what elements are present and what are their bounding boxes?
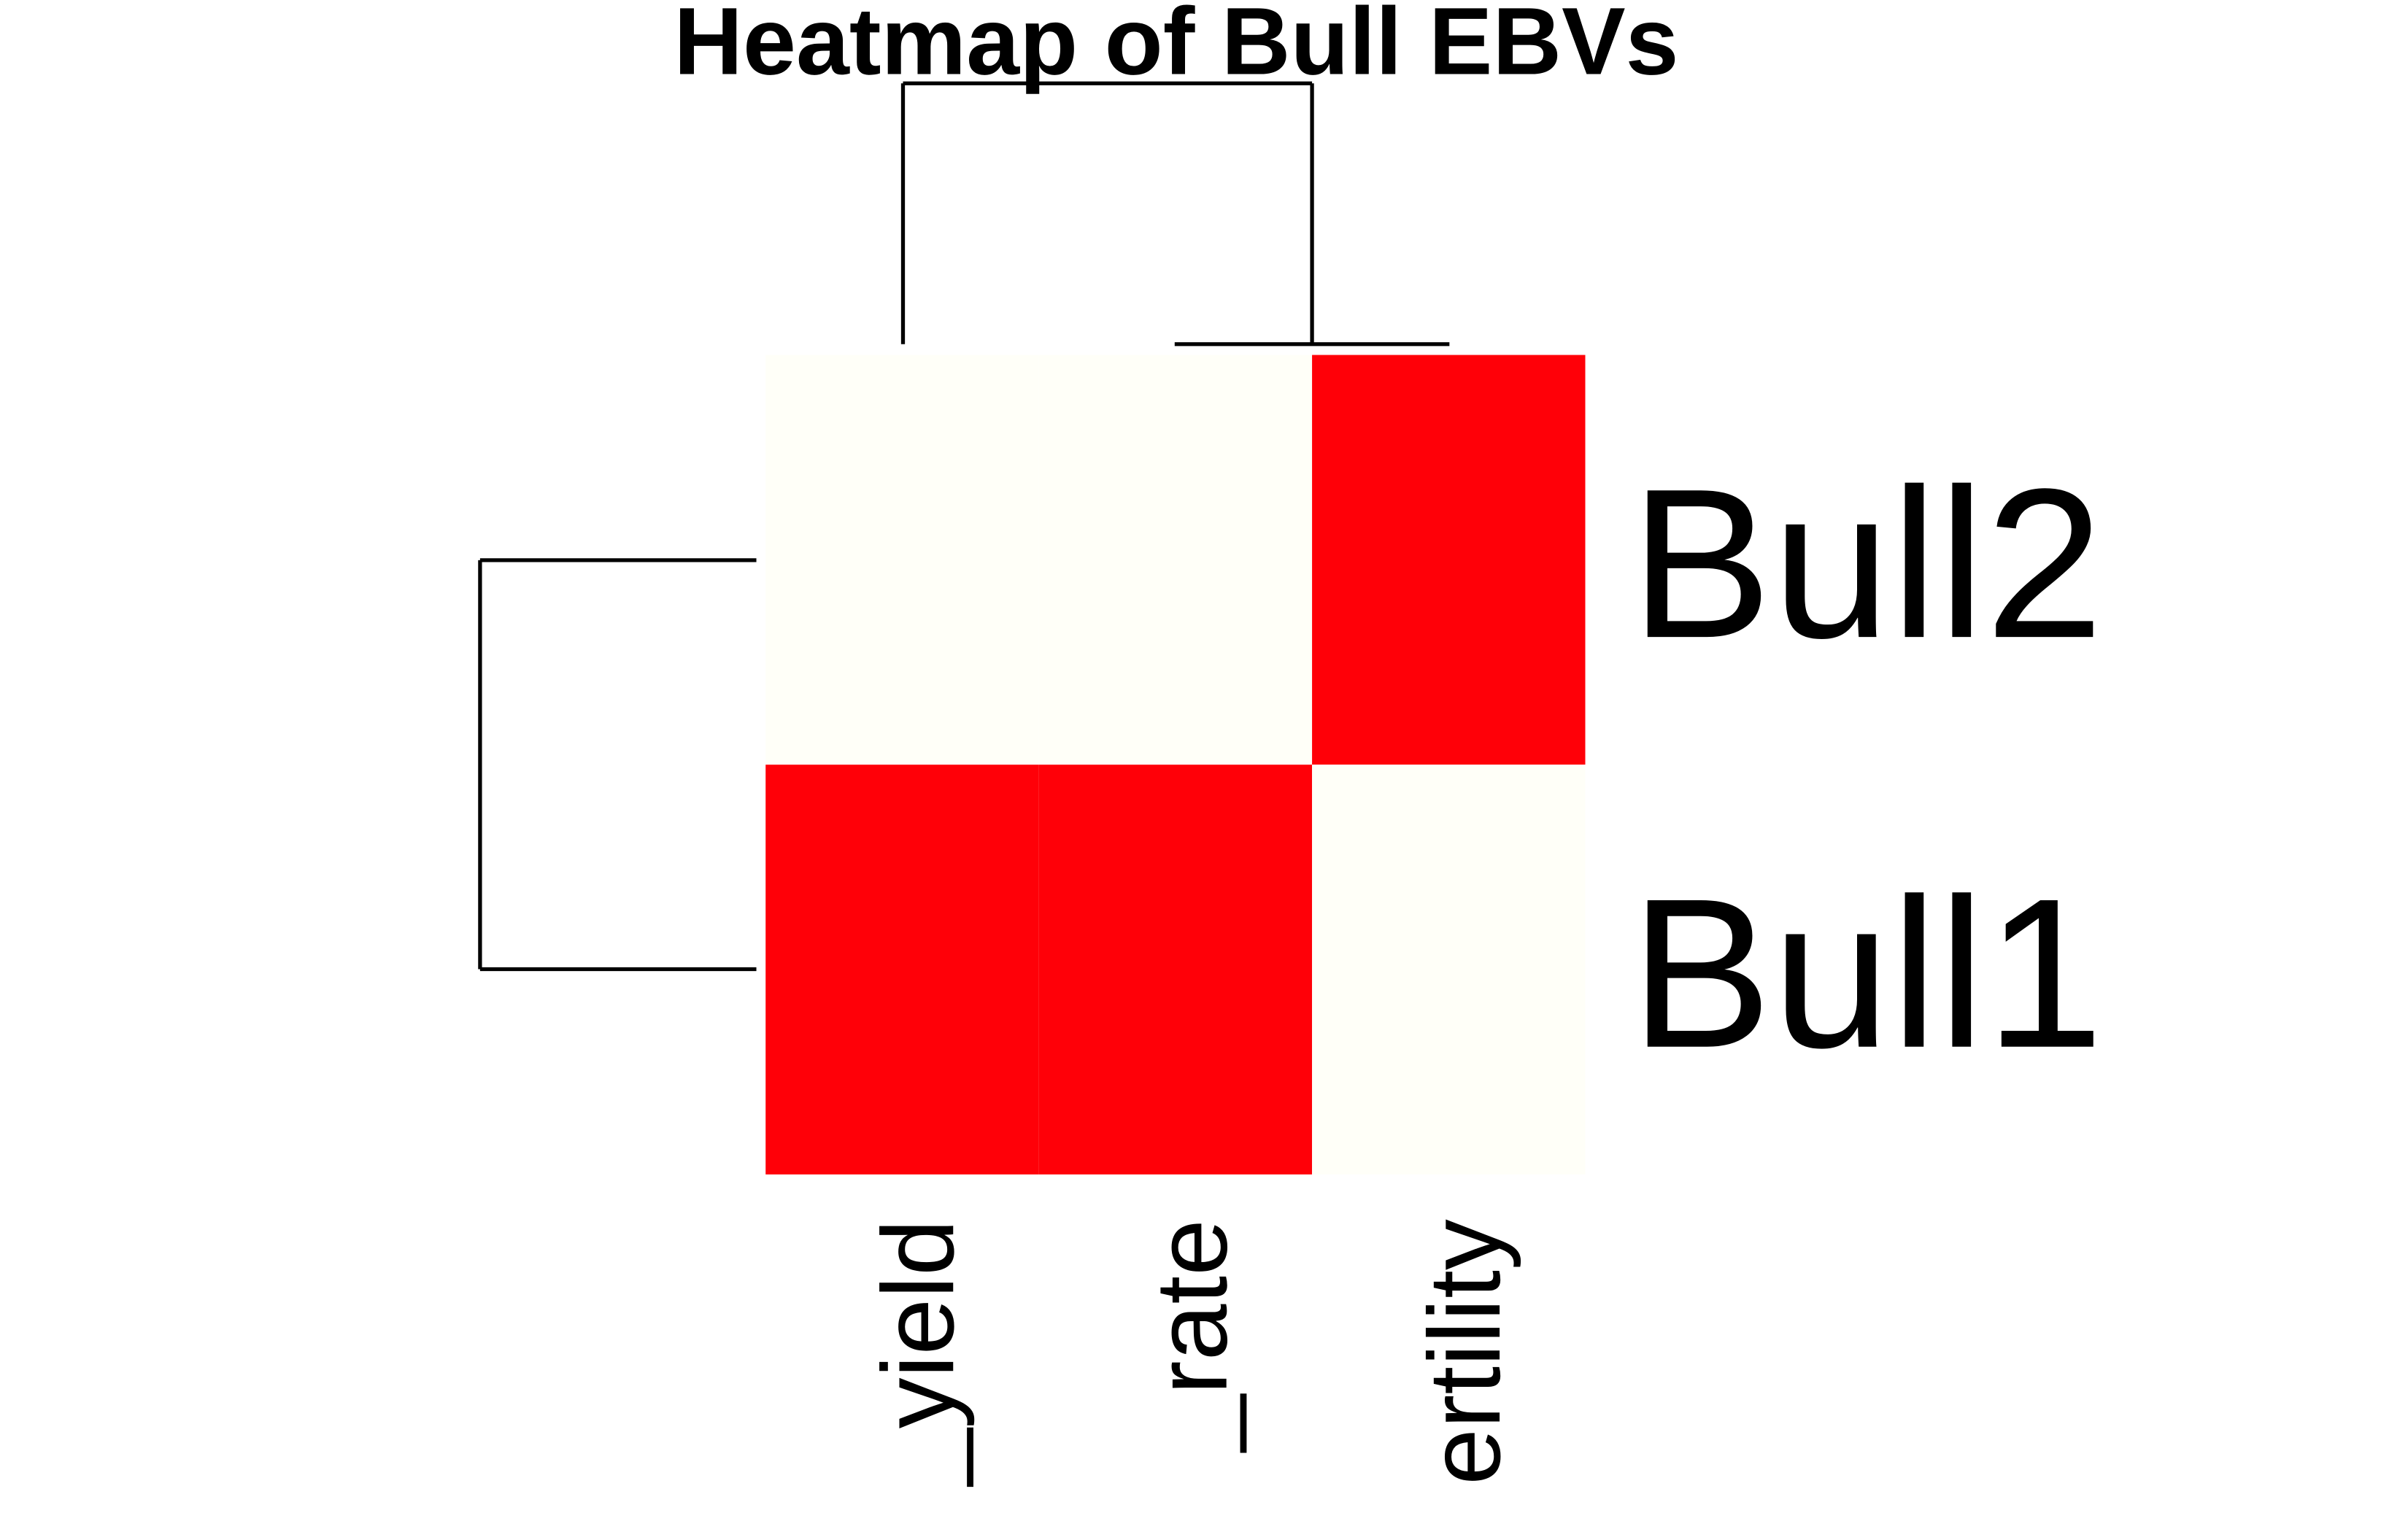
column-label: ertility	[1408, 1219, 1521, 1485]
heatmap-cell	[1038, 765, 1313, 1175]
column-label: _rate	[1135, 1219, 1249, 1453]
heatmap-cell	[765, 355, 1039, 765]
chart-title: Heatmap of Bull EBVs	[674, 0, 1678, 95]
heatmap-cell	[1038, 355, 1313, 765]
row-label: Bull2	[1630, 444, 2104, 682]
heatmap-cell	[1312, 355, 1586, 765]
row-label: Bull1	[1630, 854, 2104, 1092]
column-label: _yield	[861, 1219, 975, 1487]
heatmap-cell	[765, 765, 1039, 1175]
row-dendrogram	[478, 558, 757, 972]
heatmap-cell	[1312, 765, 1586, 1175]
column-dendrogram	[900, 81, 1450, 347]
